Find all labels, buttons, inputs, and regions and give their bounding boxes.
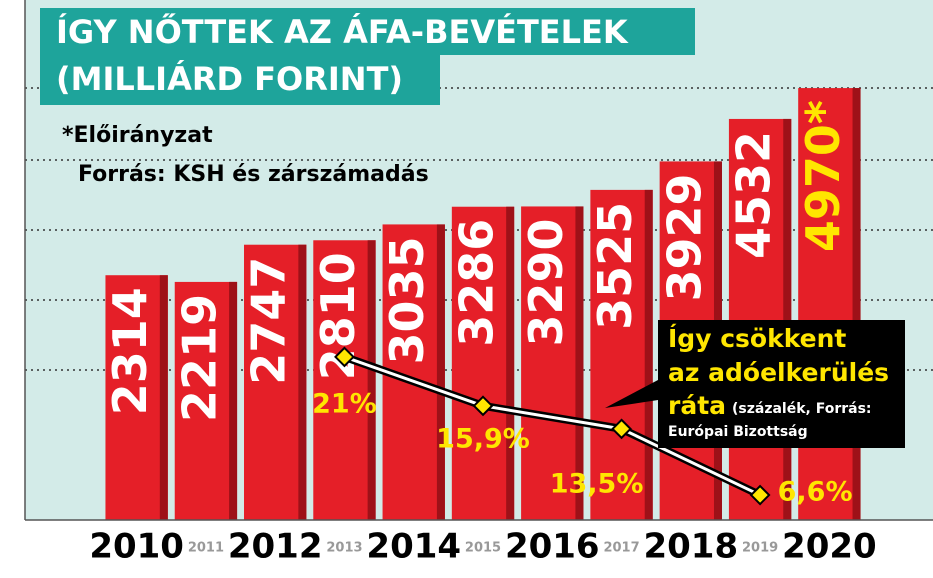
note: *Előirányzat bbox=[62, 123, 213, 148]
bar bbox=[244, 244, 307, 520]
bar bbox=[313, 240, 376, 520]
x-tick-label: 2020 bbox=[782, 527, 877, 567]
annotation-box bbox=[605, 320, 905, 448]
bar-label: 3286 bbox=[450, 219, 504, 347]
title-box bbox=[40, 8, 695, 105]
bar-side bbox=[644, 189, 653, 520]
annotation: ráta bbox=[668, 391, 726, 420]
marker bbox=[334, 346, 355, 368]
x-tick-label: 2013 bbox=[326, 541, 362, 556]
bar-side bbox=[159, 275, 168, 520]
bar-side bbox=[575, 206, 584, 520]
annotation: (százalék, Forrás: bbox=[732, 401, 872, 417]
chart-title: ÍGY NŐTTEK AZ ÁFA-BEVÉTELEK bbox=[56, 12, 629, 51]
bar bbox=[798, 88, 861, 521]
bar-label: 4532 bbox=[727, 131, 781, 259]
x-tick-label: 2019 bbox=[742, 541, 778, 556]
bar-side bbox=[229, 281, 238, 520]
bar-label: 2219 bbox=[172, 294, 226, 422]
note: Forrás: KSH és zárszámadás bbox=[78, 162, 429, 187]
annotation: az adóelkerülés bbox=[668, 358, 889, 387]
bar-label: 2747 bbox=[242, 257, 296, 385]
marker bbox=[472, 395, 494, 417]
line bbox=[343, 355, 761, 497]
x-tick-label: 2010 bbox=[89, 527, 184, 567]
x-tick-label: 2016 bbox=[505, 527, 600, 567]
chart-title: (MILLIÁRD FORINT) bbox=[56, 60, 403, 98]
line-label: 13,5% bbox=[550, 468, 644, 499]
x-tick-label: 2018 bbox=[643, 527, 738, 567]
bar-side bbox=[783, 118, 792, 520]
annotation: Így csökkent bbox=[668, 324, 846, 353]
bar bbox=[451, 206, 515, 521]
bar-label: 2314 bbox=[103, 287, 157, 415]
bar-label: 3929 bbox=[657, 173, 711, 301]
bar-label: 3525 bbox=[588, 202, 642, 330]
bar-side bbox=[852, 88, 861, 521]
data-layer: 2314 2219 2747 2810 3035 3286 3290 3525 3929 4532… bbox=[103, 88, 861, 521]
bar-label: 3290 bbox=[519, 218, 573, 346]
marker bbox=[749, 484, 771, 506]
line-label: 15,9% bbox=[436, 423, 530, 454]
marker bbox=[611, 418, 632, 440]
bar-label: 3035 bbox=[380, 236, 434, 364]
x-tick-label: 2014 bbox=[366, 527, 461, 567]
x-tick-label: 2012 bbox=[228, 527, 323, 567]
bar-side bbox=[436, 224, 445, 520]
bar-label: 4970* bbox=[796, 100, 850, 252]
bar bbox=[174, 281, 238, 520]
bar bbox=[590, 189, 653, 520]
bar-side bbox=[506, 206, 515, 521]
x-tick-label: 2011 bbox=[188, 541, 224, 556]
bar bbox=[105, 275, 168, 520]
bar bbox=[728, 118, 792, 520]
x-tick-label: 2015 bbox=[465, 541, 501, 556]
bar-side bbox=[367, 240, 376, 520]
bar-side bbox=[298, 244, 307, 520]
line-label: 6,6% bbox=[778, 477, 853, 508]
line-label: 21% bbox=[312, 388, 377, 419]
bar bbox=[521, 206, 584, 520]
annotation: Európai Bizottság bbox=[668, 424, 808, 440]
x-tick-label: 2017 bbox=[603, 541, 639, 556]
